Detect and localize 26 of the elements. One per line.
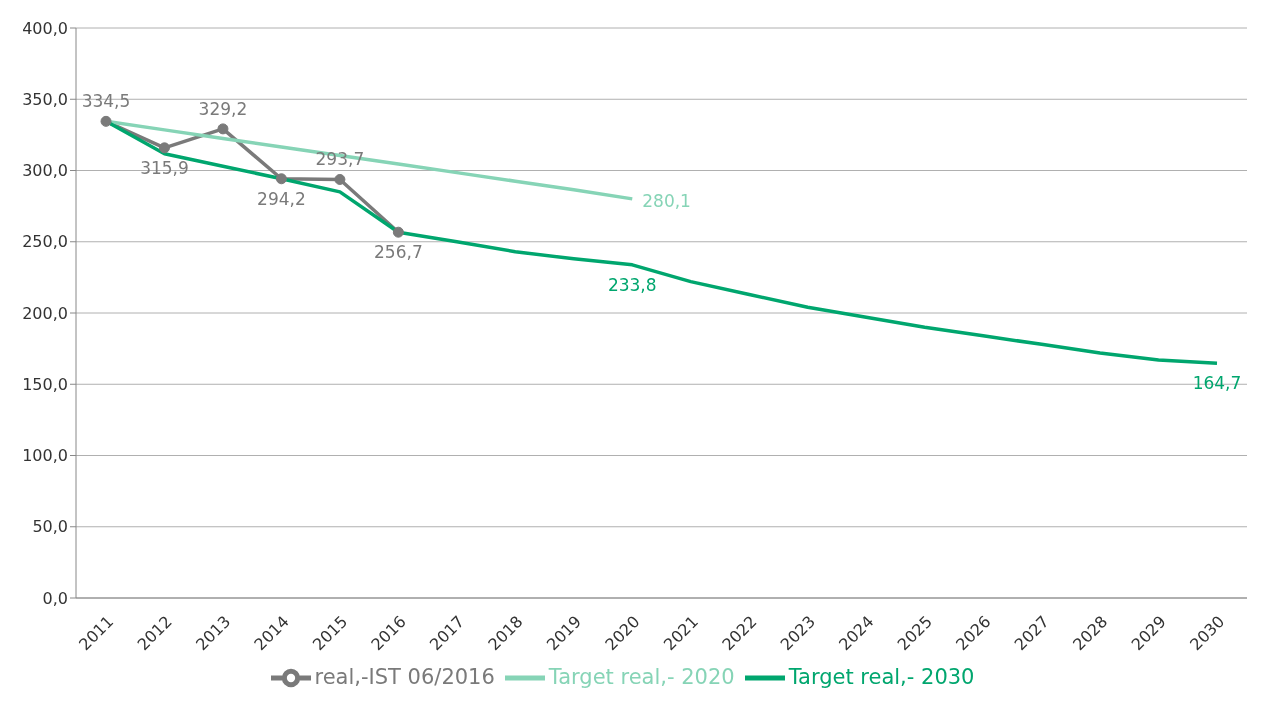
y-tick-label: 250,0 <box>22 232 68 252</box>
point <box>158 142 170 154</box>
legend-label: Target real,- 2030 <box>788 665 975 689</box>
data-label: 256,7 <box>374 242 423 263</box>
data-label: 329,2 <box>198 98 248 119</box>
y-tick-label: 100,0 <box>22 446 68 466</box>
y-tick-label: 350,0 <box>22 89 68 109</box>
y-tick-label: 0,0 <box>42 588 68 608</box>
legend-label: Target real,- 2020 <box>548 665 735 689</box>
point <box>100 115 112 127</box>
point <box>275 173 287 185</box>
point <box>334 173 346 185</box>
point <box>392 226 404 238</box>
y-tick-label: 50,0 <box>32 517 68 537</box>
y-tick-label: 150,0 <box>22 374 68 394</box>
y-tick-label: 200,0 <box>22 303 68 323</box>
data-label: 280,1 <box>642 190 691 211</box>
data-label: 334,5 <box>81 91 131 112</box>
point <box>217 123 229 135</box>
data-label: 293,7 <box>315 149 365 170</box>
data-label: 233,8 <box>607 274 657 295</box>
data-label: 164,7 <box>1192 373 1242 394</box>
y-tick-label: 300,0 <box>22 161 68 181</box>
y-tick-label: 400,0 <box>22 18 68 38</box>
data-label: 294,2 <box>257 188 306 209</box>
legend-label: real,-IST 06/2016 <box>314 665 495 689</box>
